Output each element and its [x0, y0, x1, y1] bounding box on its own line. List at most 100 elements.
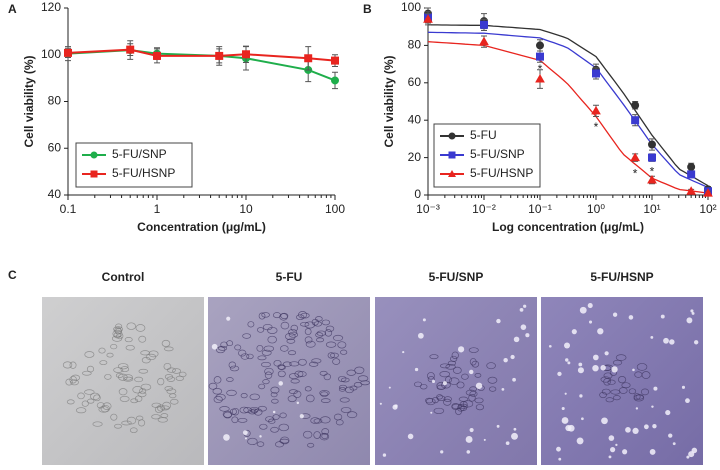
- panel-label: C: [8, 268, 17, 282]
- cell: [319, 432, 330, 441]
- debris: [505, 441, 510, 446]
- y-tick-label: 120: [41, 0, 61, 14]
- cell: [92, 421, 103, 427]
- debris: [608, 455, 612, 459]
- cell: [117, 373, 128, 381]
- cell: [311, 358, 322, 364]
- x-tick-label: 0.1: [60, 202, 77, 216]
- cell: [119, 395, 130, 402]
- cell: [468, 347, 479, 353]
- cell: [139, 387, 147, 395]
- debris: [417, 332, 424, 339]
- cell: [261, 361, 271, 368]
- cell: [300, 312, 310, 319]
- debris: [556, 446, 561, 452]
- legend-marker: [448, 151, 456, 159]
- cell: [270, 386, 280, 394]
- cell: [264, 367, 274, 376]
- marker: [687, 162, 696, 171]
- debris: [402, 351, 405, 354]
- cell: [166, 367, 176, 373]
- debris: [407, 433, 414, 440]
- cell: [320, 416, 331, 424]
- cell: [605, 397, 614, 403]
- debris: [688, 451, 695, 458]
- cell: [161, 339, 171, 347]
- cell: [141, 356, 151, 364]
- cell: [313, 321, 322, 327]
- cell: [285, 332, 296, 341]
- cell: [134, 376, 144, 383]
- cell: [250, 408, 258, 414]
- cell: [436, 394, 443, 400]
- cell: [140, 350, 150, 356]
- cell: [228, 361, 237, 369]
- x-tick-label: 10²: [699, 202, 716, 216]
- debris: [650, 335, 654, 339]
- x-axis-label: Concentration (μg/mL): [137, 220, 266, 234]
- cell: [636, 363, 648, 371]
- image-title: 5-FU/HSNP: [590, 270, 653, 284]
- legend-box: [75, 142, 193, 188]
- cell: [258, 383, 266, 390]
- cell: [288, 328, 298, 336]
- cell: [311, 318, 319, 326]
- cell: [231, 407, 240, 416]
- cell: [321, 433, 329, 440]
- legend-label: 5-FU/SNP: [112, 147, 167, 161]
- debris: [442, 381, 447, 386]
- cell: [599, 391, 607, 399]
- y-tick-label: 80: [48, 94, 62, 108]
- cell: [77, 392, 85, 400]
- cell: [242, 333, 252, 339]
- debris: [431, 379, 436, 384]
- marker: [153, 51, 161, 60]
- debris: [690, 309, 694, 313]
- cell: [469, 358, 477, 366]
- cell: [610, 389, 621, 395]
- debris: [296, 401, 300, 405]
- debris: [457, 346, 465, 353]
- cell: [340, 377, 350, 383]
- debris: [651, 405, 654, 408]
- debris: [561, 417, 569, 424]
- cell: [278, 423, 290, 432]
- legend-marker: [90, 170, 98, 178]
- debris: [511, 432, 518, 440]
- debris: [653, 386, 658, 391]
- cell: [433, 407, 445, 414]
- debris: [686, 317, 693, 324]
- cell: [75, 407, 87, 414]
- cell: [280, 312, 289, 320]
- cell: [226, 377, 234, 382]
- debris: [564, 392, 567, 395]
- debris: [685, 398, 690, 404]
- cell: [84, 351, 95, 358]
- cell: [427, 376, 435, 383]
- cell: [223, 411, 232, 419]
- debris: [278, 381, 283, 386]
- cell: [130, 398, 139, 404]
- cell: [327, 352, 335, 359]
- cell: [240, 393, 248, 399]
- annotation: *: [538, 62, 543, 76]
- cell: [290, 324, 299, 332]
- cell: [280, 321, 290, 330]
- debris: [611, 366, 618, 373]
- cell: [612, 359, 623, 366]
- cell: [270, 426, 279, 433]
- cell: [337, 341, 347, 349]
- debris: [503, 357, 508, 363]
- cell: [90, 392, 100, 401]
- legend-marker: [448, 132, 456, 140]
- debris: [223, 434, 230, 441]
- cell: [99, 360, 108, 366]
- cell: [316, 337, 325, 343]
- cell: [289, 361, 300, 367]
- annotation: *: [633, 167, 638, 181]
- cell: [81, 400, 89, 407]
- cell: [226, 389, 237, 396]
- debris: [496, 424, 500, 428]
- debris: [299, 414, 304, 419]
- marker: [630, 152, 641, 162]
